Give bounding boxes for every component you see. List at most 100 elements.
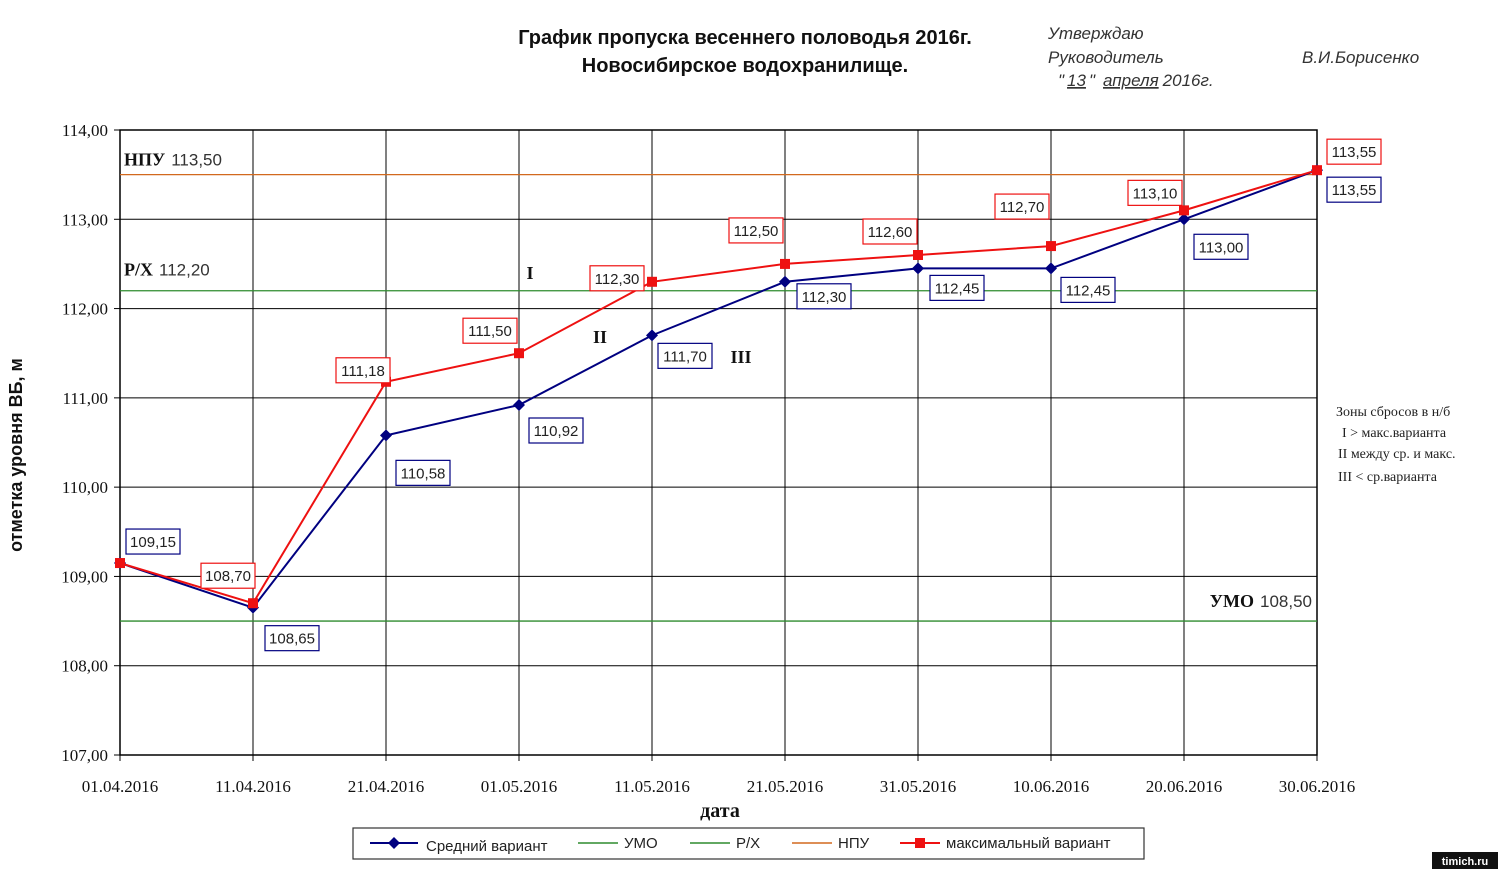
series-0-point [513, 399, 525, 411]
y-tick-label: 114,00 [62, 121, 108, 140]
data-label-1-5: 112,50 [734, 223, 779, 240]
data-label-box-0-4 [657, 342, 713, 369]
data-label-1-4: 112,30 [595, 271, 640, 288]
series-0-point [779, 275, 791, 288]
data-label-0-1: 108,65 [269, 631, 315, 648]
level-label-2: УМО 108,50 [1210, 591, 1312, 611]
chart-title-line2: Новосибирское водохранилище. [582, 55, 908, 77]
data-labels-layer: 109,15 108,65 110,58 110,92 111,70 112,30 112,… [125, 138, 1382, 652]
data-label-1-8: 113,10 [1133, 185, 1178, 202]
y-tick-label: 109,00 [61, 567, 108, 586]
series-0-point [646, 329, 658, 342]
series-layer [114, 164, 1323, 614]
data-label-0-6: 112,45 [935, 280, 980, 297]
series-1-point [248, 598, 258, 609]
legend-umo-label: УМО [624, 835, 658, 852]
data-label-box-0-6 [929, 274, 985, 301]
data-label-0-5: 112,30 [802, 289, 847, 306]
series-1-point [1179, 205, 1189, 216]
level-label-0: НПУ 113,50 [124, 150, 222, 170]
legend-max-marker [915, 838, 925, 848]
series-1-point [647, 276, 657, 287]
watermark-box [1432, 852, 1498, 869]
data-label-1-6: 112,60 [868, 224, 913, 241]
data-label-0-7: 112,45 [1066, 282, 1111, 299]
series-1-point [1312, 165, 1322, 176]
data-label-box-0-9 [1326, 176, 1382, 203]
data-label-box-0-5 [796, 283, 852, 310]
y-tick-label: 110,00 [62, 478, 108, 497]
data-label-box-1-2 [335, 357, 391, 384]
zone-mark-1: I [526, 263, 533, 283]
data-label-box-0-7 [1060, 276, 1116, 303]
y-tick-label: 112,00 [62, 300, 108, 319]
zones-note-title: Зоны сбросов в н/б [1336, 405, 1450, 420]
x-tick-label: 10.06.2016 [1013, 777, 1090, 796]
data-label-1-7: 112,70 [1000, 199, 1045, 216]
series-0-point [380, 429, 392, 442]
data-label-0-0: 109,15 [130, 534, 176, 551]
series-line-0 [119, 169, 1318, 609]
data-label-box-0-8 [1193, 233, 1249, 260]
zone-mark-3: III [730, 347, 751, 367]
zones-note-line2: II между ср. и макс. [1338, 447, 1456, 462]
data-label-box-0-1 [264, 625, 320, 652]
y-tick-label: 107,00 [61, 746, 108, 765]
data-label-box-1-6 [862, 218, 918, 245]
data-label-0-2: 110,58 [401, 465, 446, 482]
data-label-1-2: 111,18 [341, 363, 385, 380]
data-label-box-0-0 [125, 528, 181, 555]
data-label-0-3: 110,92 [534, 423, 579, 440]
x-tick-label: 11.04.2016 [215, 777, 291, 796]
legend-max-label: максимальный вариант [946, 835, 1111, 852]
legend: Средний вариант УМО Р/Х НПУ максимальный… [352, 827, 1145, 860]
y-tick-label: 108,00 [61, 657, 108, 676]
approval-name: В.И.Борисенко [1302, 48, 1419, 67]
series-0-point [1178, 213, 1190, 226]
x-tick-label: 21.04.2016 [348, 777, 425, 796]
y-axis-title: отметка уровня ВБ, м [6, 358, 26, 552]
approval-date-day: 13 [1067, 71, 1086, 90]
watermark-text: timich.ru [1442, 856, 1488, 868]
series-1-point [115, 558, 125, 569]
data-label-box-1-1 [200, 562, 256, 589]
zone-mark-2: II [593, 327, 607, 347]
approval-date-year: 2016г. [1162, 71, 1214, 90]
level-value: 113,50 [171, 151, 222, 170]
data-label-box-1-4 [589, 265, 645, 292]
x-tick-label: 20.06.2016 [1146, 777, 1223, 796]
y-axis-ticks: 107,00 108,00 109,00 110,00 111,00 112,00 113,… [61, 121, 120, 765]
legend-npu-label: НПУ [838, 835, 870, 852]
legend-rx-label: Р/Х [736, 835, 760, 852]
chart-title-line1: График пропуска весеннего половодья 2016… [518, 27, 972, 49]
level-lines: НПУ 113,50 Р/Х 112,20 УМО 108,50 [120, 150, 1317, 622]
data-label-1-3: 111,50 [468, 323, 512, 340]
level-value: 108,50 [1260, 592, 1312, 611]
data-label-box-1-5 [728, 217, 784, 244]
approval-date: " 13 " апреля 2016г. [1058, 71, 1214, 90]
data-label-0-4: 111,70 [663, 348, 707, 365]
x-axis-ticks: 01.04.2016 11.04.2016 21.04.2016 01.05.2016… [82, 755, 1355, 796]
data-label-box-0-3 [528, 417, 584, 444]
data-label-1-9: 113,55 [1332, 144, 1377, 161]
y-tick-label: 111,00 [63, 389, 109, 408]
level-name: Р/Х [124, 260, 153, 280]
series-0-point [912, 262, 924, 275]
legend-avg-marker [388, 837, 400, 849]
x-tick-label: 21.05.2016 [747, 777, 824, 796]
series-1-point [514, 348, 524, 359]
series-1-point [780, 258, 790, 269]
zones-note-line1: I > макс.варианта [1342, 426, 1447, 441]
legend-avg-label: Средний вариант [426, 838, 548, 855]
zones-note-line3: III < ср.варианта [1338, 470, 1438, 485]
level-label-1: Р/Х 112,20 [124, 260, 210, 280]
x-tick-label: 01.04.2016 [82, 777, 159, 796]
series-0-point [1045, 262, 1057, 275]
legend-box [352, 827, 1145, 860]
data-label-box-1-9 [1326, 138, 1382, 165]
approval-date-quote-open: " [1058, 71, 1065, 90]
gridlines [120, 130, 1317, 755]
data-label-box-1-3 [462, 317, 518, 344]
level-name: УМО [1210, 591, 1254, 611]
